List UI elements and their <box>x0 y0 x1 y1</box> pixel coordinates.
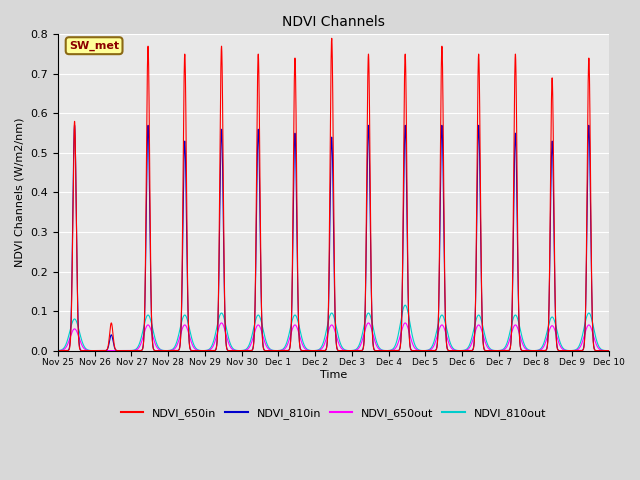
NDVI_810out <box>383 348 391 353</box>
NDVI_650in <box>383 348 391 353</box>
Text: SW_met: SW_met <box>69 41 119 51</box>
NDVI_650in <box>163 348 170 353</box>
NDVI_650out <box>218 320 225 326</box>
NDVI_650in <box>262 348 270 353</box>
NDVI_810in <box>317 348 324 353</box>
NDVI_650out <box>317 347 324 352</box>
NDVI_650out <box>108 348 115 353</box>
NDVI_650out <box>383 348 391 353</box>
NDVI_650in <box>328 36 335 41</box>
NDVI_650in <box>317 348 324 353</box>
NDVI_650out <box>192 347 200 352</box>
NDVI_650out <box>54 348 62 353</box>
Line: NDVI_810in: NDVI_810in <box>58 125 609 350</box>
NDVI_810out <box>262 338 270 344</box>
NDVI_810in <box>192 348 200 353</box>
NDVI_650out <box>605 348 613 353</box>
NDVI_810in <box>381 348 388 353</box>
NDVI_650in <box>605 348 613 353</box>
Legend: NDVI_650in, NDVI_810in, NDVI_650out, NDVI_810out: NDVI_650in, NDVI_810in, NDVI_650out, NDV… <box>116 404 550 423</box>
NDVI_810in <box>70 122 78 128</box>
NDVI_810out <box>605 348 613 353</box>
NDVI_810in <box>54 348 62 353</box>
NDVI_810out <box>401 302 409 308</box>
X-axis label: Time: Time <box>320 370 347 380</box>
NDVI_810out <box>192 345 200 351</box>
NDVI_810in <box>163 348 170 353</box>
NDVI_650in <box>381 348 388 353</box>
NDVI_810out <box>108 348 115 353</box>
NDVI_650in <box>54 348 62 353</box>
NDVI_810in <box>383 348 391 353</box>
NDVI_650out <box>163 348 170 353</box>
NDVI_810out <box>317 345 324 351</box>
NDVI_650in <box>192 348 200 353</box>
NDVI_650out <box>262 342 270 348</box>
NDVI_650out <box>381 348 388 353</box>
Line: NDVI_810out: NDVI_810out <box>58 305 609 350</box>
Y-axis label: NDVI Channels (W/m2/nm): NDVI Channels (W/m2/nm) <box>15 118 25 267</box>
Line: NDVI_650in: NDVI_650in <box>58 38 609 350</box>
NDVI_810out <box>163 348 170 353</box>
NDVI_810out <box>381 348 388 353</box>
Line: NDVI_650out: NDVI_650out <box>58 323 609 350</box>
NDVI_810out <box>54 348 62 353</box>
NDVI_810in <box>262 348 270 353</box>
Title: NDVI Channels: NDVI Channels <box>282 15 385 29</box>
NDVI_810in <box>605 348 613 353</box>
